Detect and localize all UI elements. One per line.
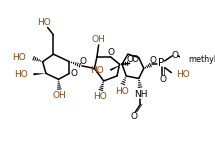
Text: O: O (160, 75, 166, 84)
Text: HO: HO (37, 18, 51, 27)
Text: OH: OH (92, 36, 106, 45)
Text: methyl: methyl (188, 55, 215, 64)
Polygon shape (33, 73, 46, 75)
Text: O: O (79, 57, 86, 66)
Text: O: O (127, 55, 134, 64)
Text: OH: OH (52, 92, 66, 101)
Text: O: O (108, 48, 115, 57)
Text: HO: HO (115, 87, 129, 96)
Text: HO: HO (14, 70, 28, 79)
Text: NH: NH (135, 90, 148, 99)
Polygon shape (110, 64, 122, 71)
Text: O: O (171, 50, 178, 60)
Text: HO: HO (90, 66, 104, 75)
Text: HO: HO (12, 53, 26, 62)
Text: HO: HO (94, 92, 107, 101)
Text: O: O (70, 69, 77, 78)
Text: O: O (130, 112, 137, 121)
Text: O: O (149, 56, 157, 65)
Text: P: P (158, 58, 164, 68)
Text: HO: HO (176, 70, 190, 79)
Text: O: O (131, 55, 138, 64)
